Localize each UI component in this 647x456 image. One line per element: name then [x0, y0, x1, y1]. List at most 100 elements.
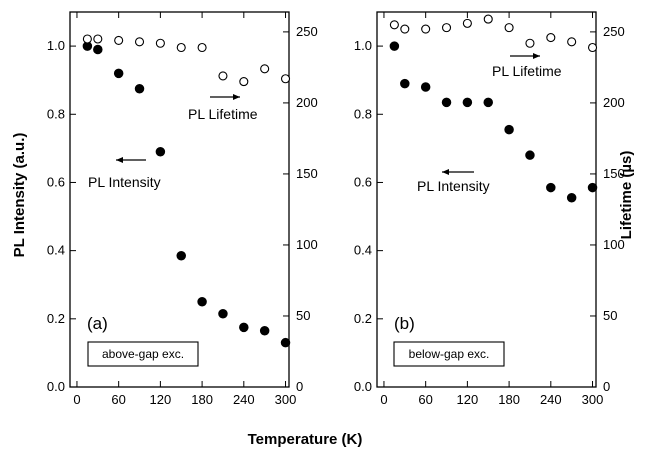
arrow-head [533, 53, 540, 59]
x-tick-label: 60 [111, 392, 125, 407]
lifetime-point [93, 34, 103, 44]
y2-tick-label: 150 [296, 166, 318, 181]
y-tick-label: 0.8 [47, 106, 65, 121]
y2-tick-label: 250 [296, 24, 318, 39]
panel-a: 0 60 120 180 240 300 0.0 0.2 0.4 0.6 0.8 1.0 0 50 100 1… [47, 11, 318, 407]
x-tick-label: 240 [540, 392, 562, 407]
lifetime-point [114, 35, 124, 45]
x-tick-label: 120 [457, 392, 479, 407]
intensity-point [504, 124, 514, 135]
panel-b: 0 60 120 180 240 300 0.0 0.2 0.4 0.6 0.8 1.0 0 50 100 1… [354, 11, 625, 407]
lifetime-point [134, 37, 145, 47]
lifetime-point [176, 42, 186, 53]
intensity-point [113, 68, 124, 79]
y2-tick-label: 50 [603, 308, 617, 323]
annotation-label: PL Lifetime [492, 63, 562, 79]
intensity-point [441, 97, 452, 108]
annotation-label: PL Lifetime [188, 106, 258, 122]
x-tick-label: 0 [380, 392, 387, 407]
y-axis-title-right: Lifetime (µs) [618, 151, 635, 240]
intensity-point [566, 193, 577, 203]
condition-label: above-gap exc. [102, 347, 184, 361]
arrow-head [233, 94, 240, 100]
y-tick-label: 0.4 [47, 243, 65, 258]
panel-label: (b) [394, 314, 415, 333]
intensity-point [218, 308, 228, 319]
y2-tick-label: 200 [603, 95, 625, 110]
y2-tick-label: 100 [296, 237, 318, 252]
lifetime-point [389, 20, 399, 30]
intensity-point [259, 325, 270, 336]
intensity-point [239, 322, 249, 333]
y2-tick-label: 250 [603, 24, 625, 39]
lifetime-point [567, 37, 577, 47]
x-tick-label: 0 [73, 392, 80, 407]
lifetime-point [197, 42, 207, 53]
lifetime-point [587, 42, 598, 53]
y2-tick-label: 50 [296, 308, 310, 323]
y2-tick-label: 150 [603, 166, 625, 181]
x-tick-label: 60 [418, 392, 432, 407]
y-tick-label: 0.2 [47, 311, 65, 326]
intensity-point [155, 147, 166, 157]
y-tick-label: 0.8 [354, 106, 372, 121]
intensity-point [587, 182, 598, 193]
y-tick-label: 0.6 [47, 174, 65, 189]
y2-tick-label: 0 [296, 379, 303, 394]
intensity-point [197, 297, 207, 307]
x-tick-label: 120 [150, 392, 172, 407]
condition-box [87, 341, 199, 367]
arrow-head [442, 169, 449, 175]
lifetime-point [462, 18, 472, 28]
intensity-point [389, 41, 400, 51]
y-tick-label: 0.6 [354, 174, 372, 189]
lifetime-point [280, 74, 291, 84]
intensity-point [280, 337, 291, 348]
plot-frame [376, 11, 597, 388]
intensity-point [420, 82, 431, 92]
plot-frame [69, 11, 290, 388]
lifetime-point [525, 38, 535, 48]
y2-tick-label: 200 [296, 95, 318, 110]
arrow-head [116, 157, 123, 163]
x-tick-label: 300 [275, 392, 297, 407]
intensity-point [546, 182, 556, 193]
intensity-point [176, 251, 186, 261]
intensity-point [525, 150, 535, 160]
annotation-label: PL Intensity [88, 174, 161, 190]
y2-tick-label: 100 [603, 237, 625, 252]
y-tick-label: 0.2 [354, 311, 372, 326]
lifetime-point [218, 71, 228, 81]
annotation-label: PL Intensity [417, 178, 490, 194]
y-axis-title-left: PL Intensity (a.u.) [11, 133, 28, 258]
lifetime-point [421, 24, 431, 34]
y-tick-label: 0.4 [354, 243, 372, 258]
intensity-point [462, 97, 473, 108]
lifetime-point [546, 33, 556, 43]
panel-label: (a) [87, 314, 108, 333]
y-tick-label: 0.0 [354, 379, 372, 394]
x-tick-label: 240 [233, 392, 255, 407]
x-tick-label: 180 [498, 392, 520, 407]
intensity-point [400, 78, 410, 89]
lifetime-point [400, 24, 410, 34]
y-tick-label: 0.0 [47, 379, 65, 394]
intensity-point [134, 83, 145, 94]
condition-label: below-gap exc. [409, 347, 490, 361]
lifetime-point [441, 23, 452, 33]
x-axis-title: Temperature (K) [248, 431, 363, 448]
y2-tick-label: 0 [603, 379, 610, 394]
condition-box [393, 341, 505, 367]
lifetime-point [155, 38, 165, 48]
intensity-point [93, 44, 103, 55]
y-tick-label: 1.0 [354, 38, 372, 53]
y-tick-label: 1.0 [47, 38, 65, 53]
lifetime-point [260, 64, 270, 74]
lifetime-point [483, 14, 493, 24]
lifetime-point [82, 34, 92, 44]
intensity-point [483, 97, 493, 108]
x-tick-label: 180 [191, 392, 213, 407]
lifetime-point [504, 23, 514, 33]
